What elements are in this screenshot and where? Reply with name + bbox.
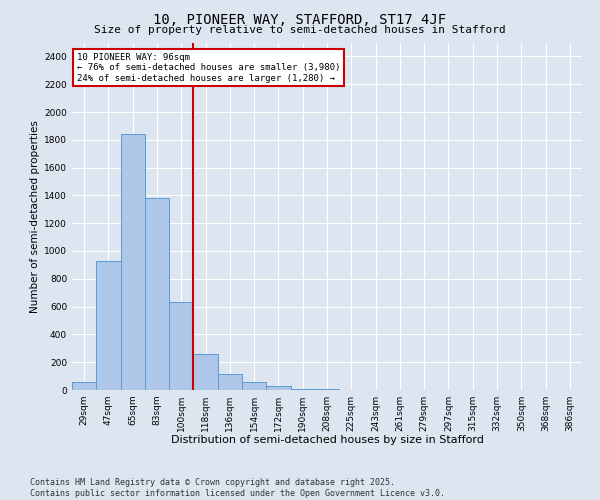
Bar: [266, 386, 290, 390]
Text: Size of property relative to semi-detached houses in Stafford: Size of property relative to semi-detach…: [94, 25, 506, 35]
X-axis label: Distribution of semi-detached houses by size in Stafford: Distribution of semi-detached houses by …: [170, 436, 484, 446]
Bar: [218, 374, 242, 390]
Bar: [242, 382, 266, 390]
Text: 10 PIONEER WAY: 96sqm
← 76% of semi-detached houses are smaller (3,980)
24% of s: 10 PIONEER WAY: 96sqm ← 76% of semi-deta…: [77, 53, 340, 82]
Bar: [169, 302, 193, 390]
Bar: [145, 198, 169, 390]
Y-axis label: Number of semi-detached properties: Number of semi-detached properties: [30, 120, 40, 312]
Bar: [96, 260, 121, 390]
Bar: [193, 354, 218, 390]
Text: Contains HM Land Registry data © Crown copyright and database right 2025.
Contai: Contains HM Land Registry data © Crown c…: [30, 478, 445, 498]
Bar: [72, 382, 96, 390]
Text: 10, PIONEER WAY, STAFFORD, ST17 4JF: 10, PIONEER WAY, STAFFORD, ST17 4JF: [154, 12, 446, 26]
Bar: [290, 388, 315, 390]
Bar: [121, 134, 145, 390]
